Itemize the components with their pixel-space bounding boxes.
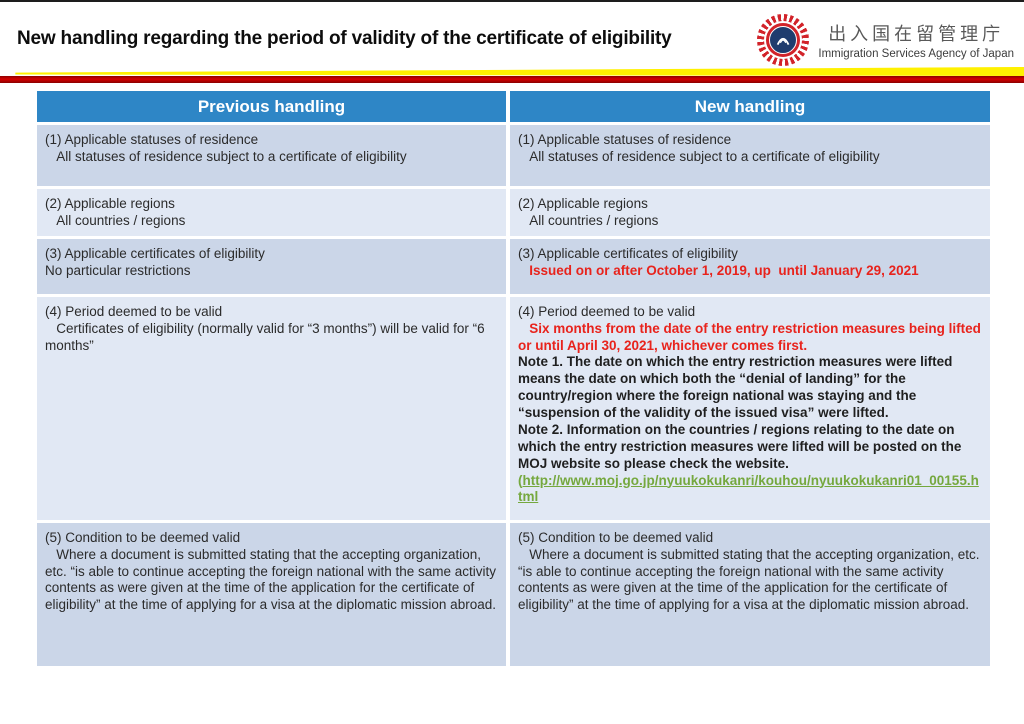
table-cell-new-4: (4) Period deemed to be valid Six months…: [510, 296, 990, 520]
cell-text-segment: Note 1. The date on which the entry rest…: [518, 354, 962, 471]
table-cell-previous-2: (2) Applicable regions All countries / r…: [37, 189, 506, 236]
table-row: (5) Condition to be deemed valid Where a…: [37, 522, 990, 666]
table-row: (4) Period deemed to be valid Certificat…: [37, 296, 990, 520]
table-cell-new-5: (5) Condition to be deemed valid Where a…: [510, 522, 990, 666]
cell-text-segment: (5) Condition to be deemed valid Where a…: [518, 529, 980, 613]
table-cell-new-2: (2) Applicable regions All countries / r…: [510, 189, 990, 236]
red-divider-bar: [0, 76, 1024, 83]
cell-text-segment: (4) Period deemed to be valid: [518, 303, 696, 319]
column-header-previous: Previous handling: [37, 91, 506, 122]
page-title: New handling regarding the period of val…: [17, 28, 672, 49]
handling-comparison-table: Previous handling New handling (1) Applic…: [37, 91, 990, 666]
table-row: (3) Applicable certificates of eligibili…: [37, 238, 990, 294]
immigration-agency-emblem-icon: [757, 14, 810, 66]
cell-text-segment: (: [518, 472, 523, 488]
agency-text: 出入国在留管理庁 Immigration Services Agency of …: [818, 20, 1014, 60]
table-row: (2) Applicable regions All countries / r…: [37, 189, 990, 236]
cell-text-segment: (3) Applicable certificates of eligibili…: [45, 245, 265, 278]
table-cell-previous-4: (4) Period deemed to be valid Certificat…: [37, 296, 506, 520]
cell-text-segment: (2) Applicable regions All countries / r…: [518, 196, 659, 228]
agency-name-english: Immigration Services Agency of Japan: [818, 48, 1014, 60]
cell-text-segment: Issued on or after October 1, 2019, up u…: [518, 262, 919, 278]
cell-text-segment: (5) Condition to be deemed valid Where a…: [45, 529, 497, 613]
cell-text-segment: Six months from the date of the entry re…: [518, 320, 981, 353]
table-cell-new-1: (1) Applicable statuses of residence All…: [510, 125, 990, 186]
moj-website-link[interactable]: http://www.moj.go.jp/nyuukokukanri/kouho…: [518, 472, 979, 505]
column-header-new: New handling: [510, 91, 990, 122]
table-row: (1) Applicable statuses of residence All…: [37, 125, 990, 186]
cell-text-segment: (4) Period deemed to be valid Certificat…: [45, 303, 485, 353]
cell-text-segment: (2) Applicable regions All countries / r…: [45, 196, 186, 228]
table-header-row: Previous handling New handling: [37, 91, 990, 122]
table-cell-previous-1: (1) Applicable statuses of residence All…: [37, 125, 506, 186]
table-body: (1) Applicable statuses of residence All…: [37, 125, 990, 666]
cell-text-segment: (1) Applicable statuses of residence All…: [518, 132, 880, 164]
agency-name-japanese: 出入国在留管理庁: [828, 24, 1005, 44]
agency-block: 出入国在留管理庁 Immigration Services Agency of …: [757, 14, 1014, 66]
emblem-center: [769, 26, 798, 54]
table-cell-new-3: (3) Applicable certificates of eligibili…: [510, 238, 990, 294]
cell-text-segment: (1) Applicable statuses of residence All…: [45, 132, 407, 164]
yellow-divider-bar: [15, 67, 1024, 76]
cell-text-segment: (3) Applicable certificates of eligibili…: [518, 245, 738, 261]
table-cell-previous-5: (5) Condition to be deemed valid Where a…: [37, 522, 506, 666]
table-cell-previous-3: (3) Applicable certificates of eligibili…: [37, 238, 506, 294]
